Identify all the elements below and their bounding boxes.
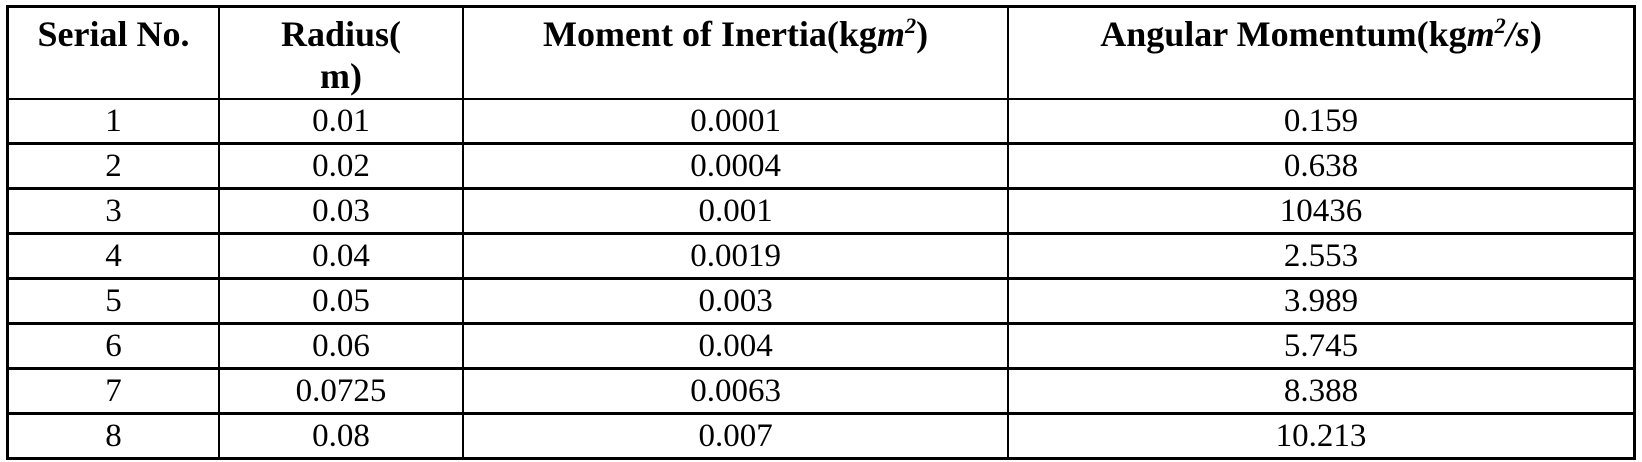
column-header-momentum-text: Angular Momentum(kg [1100, 14, 1467, 54]
column-header-serial-label: Serial No. [37, 14, 190, 54]
cell-momentum: 8.388 [1007, 367, 1636, 416]
cell-momentum: 10.213 [1007, 412, 1636, 461]
cell-serial: 7 [6, 367, 220, 416]
table-row: 3 0.03 0.001 10436 [6, 187, 1636, 236]
cell-momentum: 2.553 [1007, 232, 1636, 281]
cell-radius: 0.0725 [217, 367, 465, 416]
cell-radius: 0.06 [217, 322, 465, 371]
cell-radius: 0.08 [217, 412, 465, 461]
column-header-inertia: Moment of Inertia(kgm2) [462, 5, 1010, 100]
table-row: 6 0.06 0.004 5.745 [6, 322, 1636, 371]
cell-inertia: 0.0019 [462, 232, 1010, 281]
column-header-inertia-close: ) [916, 14, 929, 54]
cell-momentum: 0.638 [1007, 142, 1636, 191]
table-row: 2 0.02 0.0004 0.638 [6, 142, 1636, 191]
cell-inertia: 0.0063 [462, 367, 1010, 416]
cell-inertia: 0.0004 [462, 142, 1010, 191]
cell-radius: 0.02 [217, 142, 465, 191]
cell-serial: 5 [6, 277, 220, 326]
column-header-momentum-close: ) [1529, 14, 1542, 54]
column-header-momentum: Angular Momentum(kgm2/s) [1007, 5, 1636, 100]
cell-momentum: 3.989 [1007, 277, 1636, 326]
table-row: 5 0.05 0.003 3.989 [6, 277, 1636, 326]
table-row: 1 0.01 0.0001 0.159 [6, 97, 1636, 146]
math-superscript-2: 2 [1494, 13, 1506, 38]
cell-inertia: 0.004 [462, 322, 1010, 371]
cell-radius: 0.01 [217, 97, 465, 146]
cell-radius: 0.03 [217, 187, 465, 236]
cell-serial: 6 [6, 322, 220, 371]
math-var-m: m [1466, 14, 1495, 54]
table-header-row: Serial No. Radius( m) Moment of Inertia(… [6, 5, 1636, 100]
cell-radius: 0.04 [217, 232, 465, 281]
cell-serial: 2 [6, 142, 220, 191]
cell-momentum: 0.159 [1007, 97, 1636, 146]
table-row: 8 0.08 0.007 10.213 [6, 412, 1636, 461]
cell-inertia: 0.0001 [462, 97, 1010, 146]
cell-serial: 8 [6, 412, 220, 461]
column-header-serial: Serial No. [6, 5, 220, 100]
column-header-radius-label: Radius( m) [281, 14, 402, 97]
column-header-inertia-text: Moment of Inertia(kg [543, 14, 877, 54]
table-row: 4 0.04 0.0019 2.553 [6, 232, 1636, 281]
column-header-radius: Radius( m) [217, 5, 465, 100]
measurement-table: Serial No. Radius( m) Moment of Inertia(… [6, 5, 1636, 461]
cell-serial: 1 [6, 97, 220, 146]
math-superscript-2: 2 [904, 13, 917, 38]
table-row: 7 0.0725 0.0063 8.388 [6, 367, 1636, 416]
cell-momentum: 10436 [1007, 187, 1636, 236]
math-var-per-s: /s [1505, 14, 1530, 54]
cell-serial: 3 [6, 187, 220, 236]
cell-radius: 0.05 [217, 277, 465, 326]
cell-inertia: 0.003 [462, 277, 1010, 326]
cell-serial: 4 [6, 232, 220, 281]
math-var-m: m [876, 14, 905, 54]
cell-inertia: 0.007 [462, 412, 1010, 461]
cell-inertia: 0.001 [462, 187, 1010, 236]
cell-momentum: 5.745 [1007, 322, 1636, 371]
